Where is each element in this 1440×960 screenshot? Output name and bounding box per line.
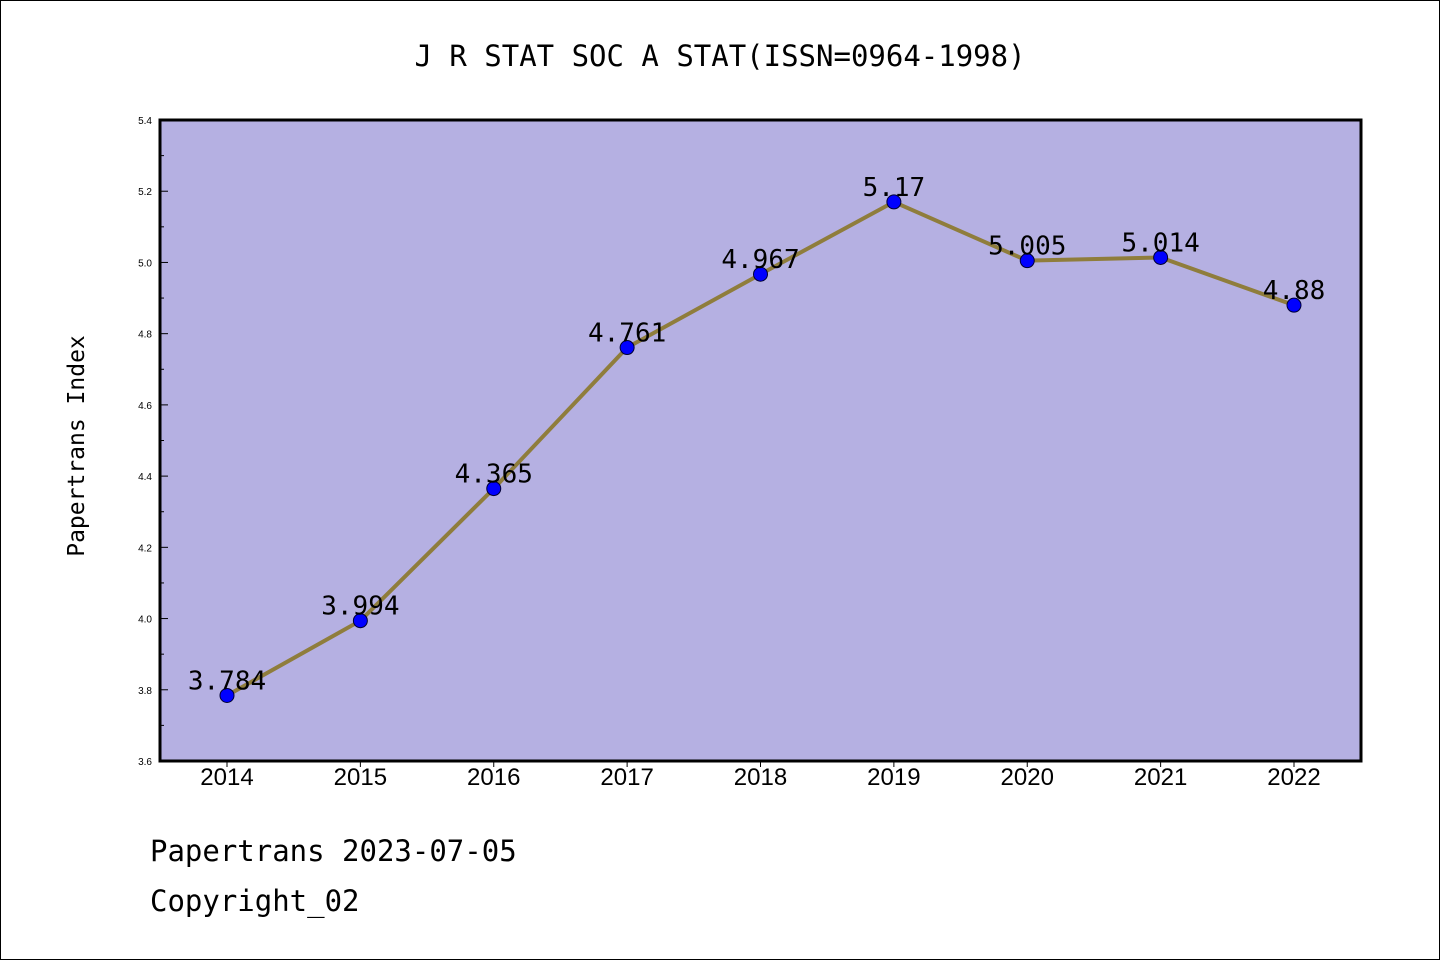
- data-label: 3.994: [321, 592, 399, 622]
- x-tick-label: 2017: [600, 764, 653, 791]
- x-tick-label: 2018: [734, 764, 787, 791]
- data-label: 5.005: [988, 232, 1066, 262]
- y-tick-label: 5.2: [138, 187, 152, 198]
- data-label: 4.365: [455, 460, 533, 490]
- data-point: [619, 340, 635, 356]
- x-axis: 2014 2015 2016 2017 2018 2019 2020 2021 2022: [200, 761, 1321, 791]
- y-tick-label: 5.0: [138, 258, 152, 269]
- y-tick-label: 3.8: [138, 686, 152, 697]
- footer-copyright: Copyright_02: [150, 884, 360, 918]
- y-tick-label: 5.4: [138, 116, 152, 127]
- data-point: [753, 266, 768, 282]
- chart-title: J R STAT SOC A STAT(ISSN=0964-1998): [414, 39, 1025, 73]
- footer-date: Papertrans 2023-07-05: [150, 834, 517, 868]
- y-tick-label: 4.0: [138, 615, 152, 626]
- data-point: [486, 481, 502, 497]
- x-tick-label: 2014: [200, 764, 253, 791]
- data-label: 5.17: [863, 173, 926, 203]
- y-tick-label: 3.6: [138, 757, 152, 768]
- data-label: 4.88: [1263, 276, 1326, 306]
- data-point: [352, 613, 368, 629]
- data-labels: 3.784 3.994 4.365 4.761 4.967 5.17 5.005 5.014 4…: [188, 173, 1325, 697]
- x-tick-label: 2021: [1134, 764, 1187, 791]
- y-tick-label: 4.2: [138, 543, 152, 554]
- x-tick-label: 2015: [334, 764, 387, 791]
- data-point: [1153, 249, 1169, 265]
- data-label: 5.014: [1121, 228, 1199, 258]
- y-tick-label: 4.8: [138, 330, 152, 341]
- data-label: 4.761: [588, 319, 666, 349]
- plot-border: [158, 118, 1363, 763]
- plot-area: [160, 120, 1361, 761]
- y-tick-label: 4.4: [138, 472, 152, 483]
- x-tick-label: 2016: [467, 764, 520, 791]
- x-tick-label: 2022: [1267, 764, 1320, 791]
- data-label: 4.967: [721, 245, 799, 275]
- data-point: [1019, 253, 1035, 269]
- data-point: [886, 194, 902, 210]
- data-point: [219, 687, 235, 703]
- y-axis-label: Papertrans Index: [64, 335, 90, 557]
- data-label: 3.784: [188, 666, 266, 696]
- data-points: [219, 194, 1302, 703]
- y-tick-label: 4.6: [138, 401, 152, 412]
- x-tick-label: 2019: [867, 764, 920, 791]
- data-point: [1286, 297, 1302, 313]
- x-tick-label: 2020: [1001, 764, 1054, 791]
